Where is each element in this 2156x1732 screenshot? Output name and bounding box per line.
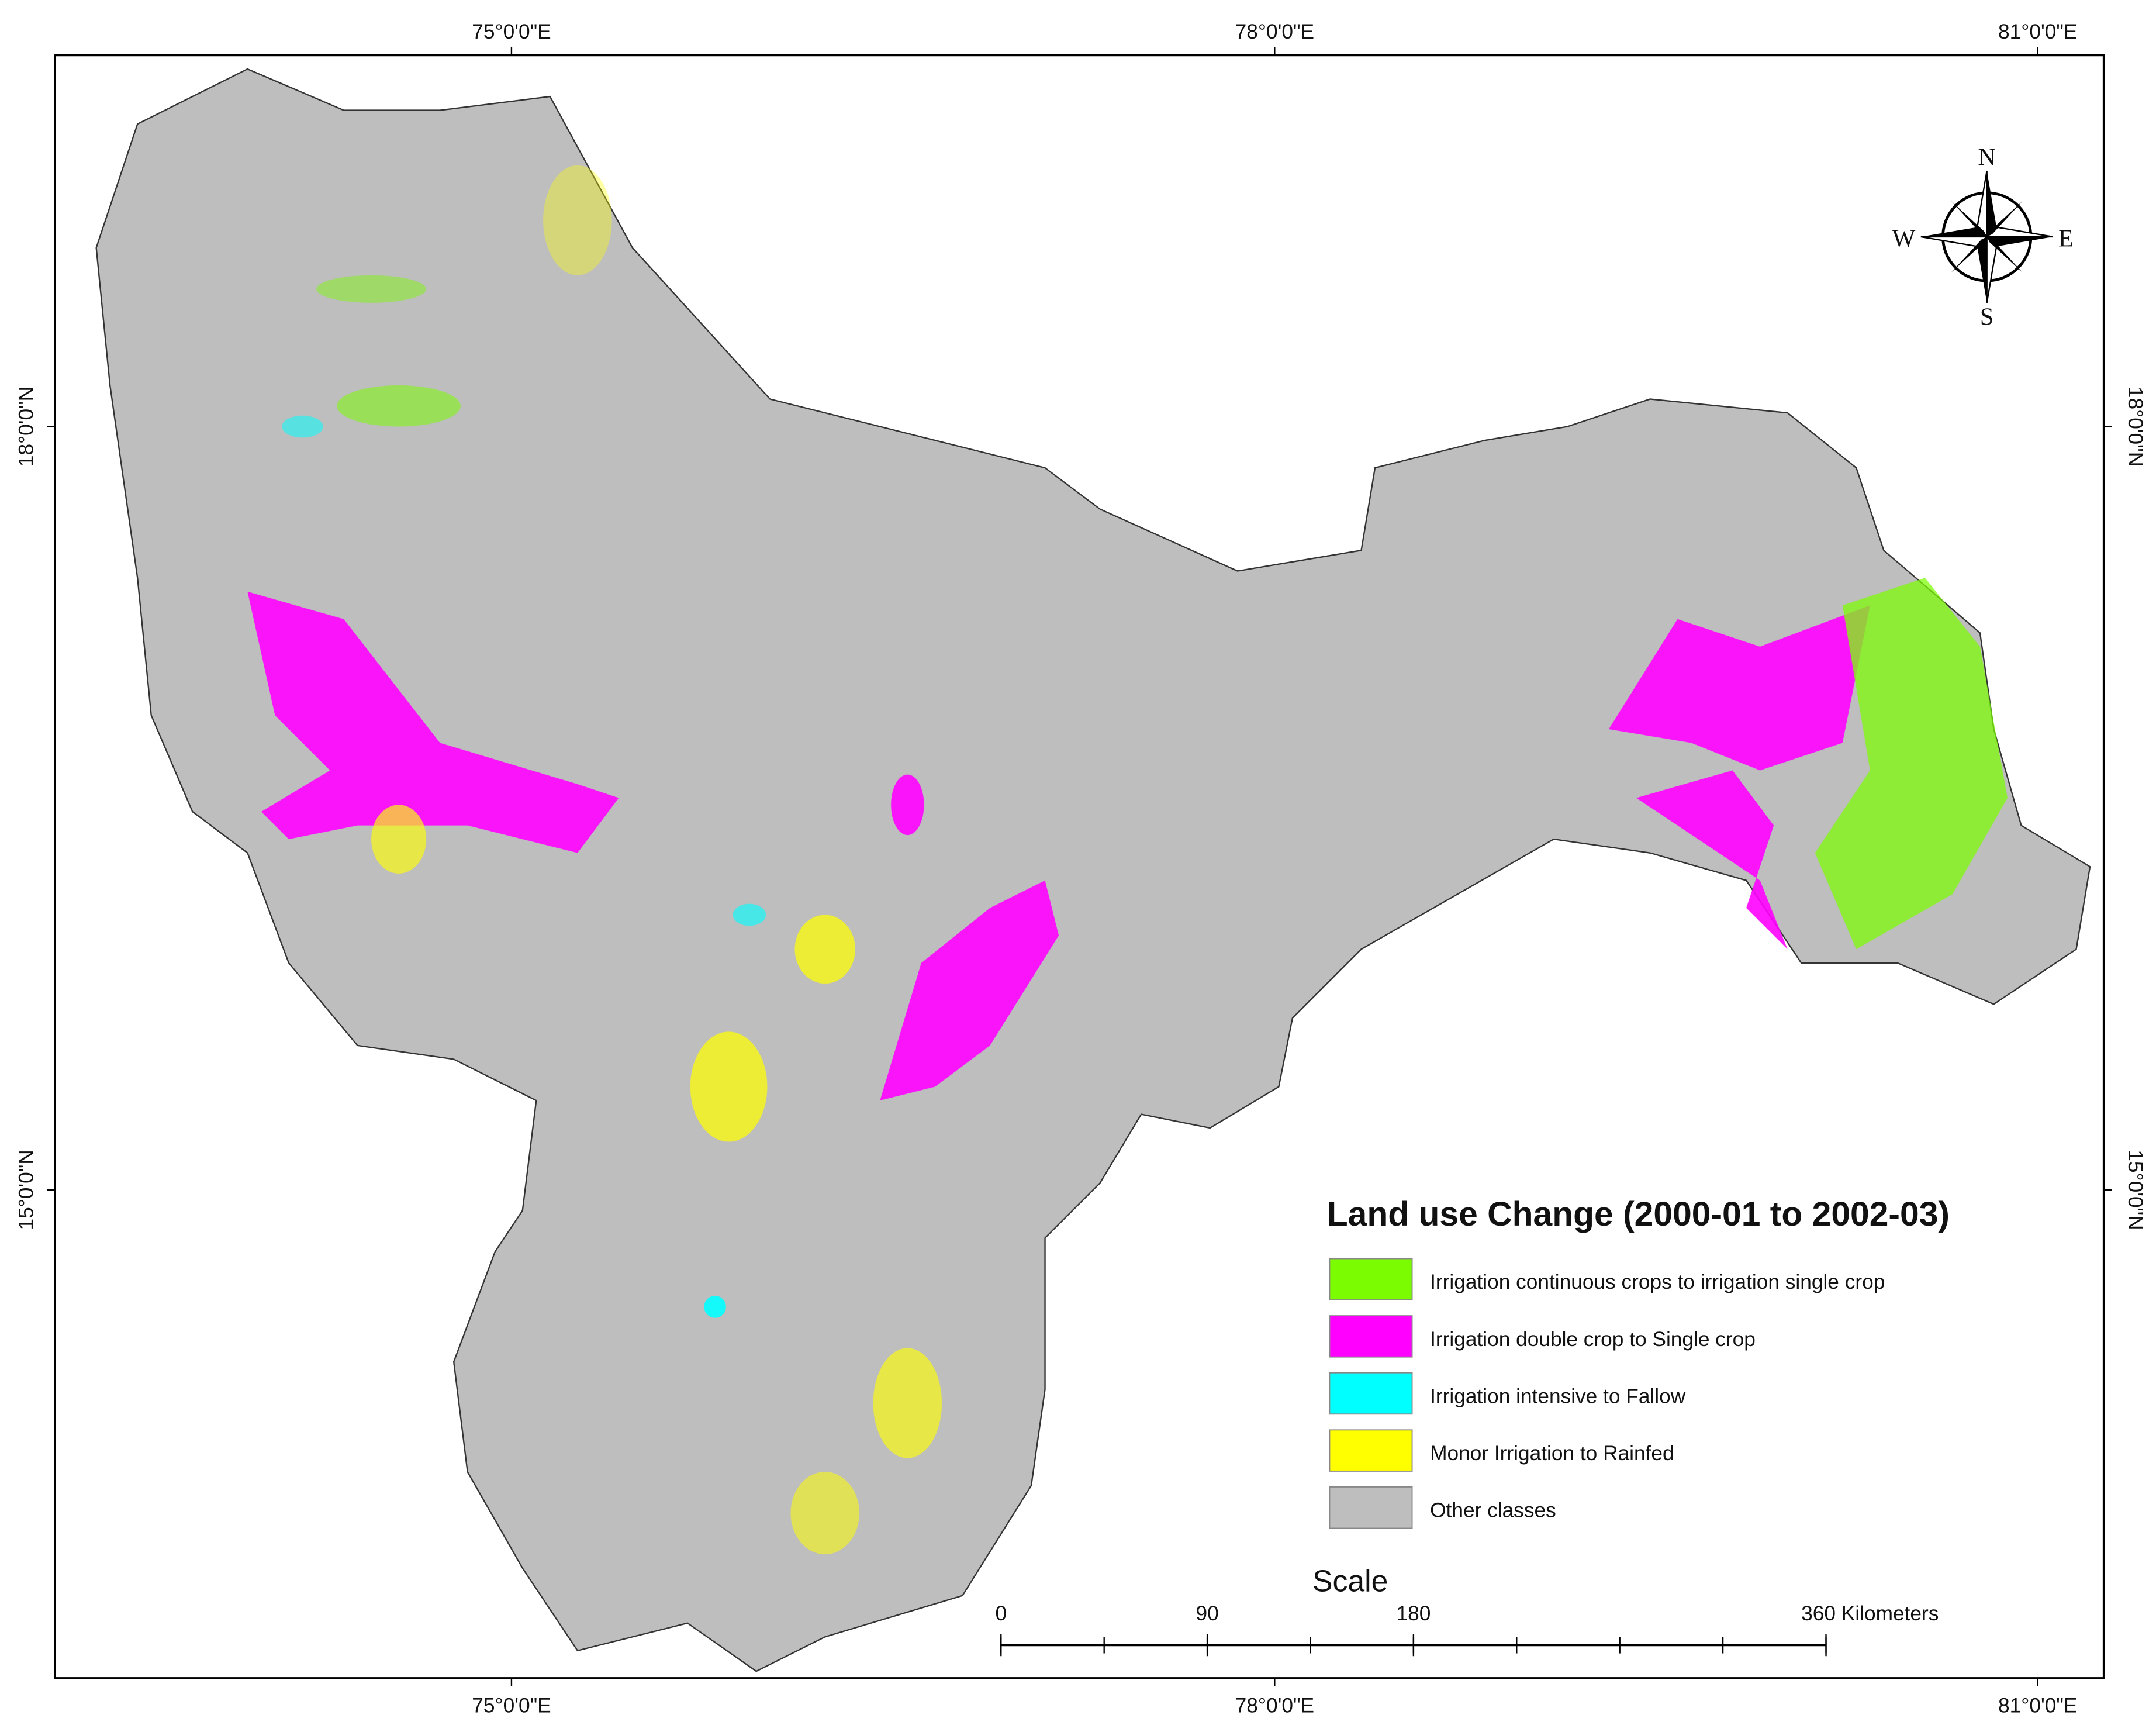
patch <box>704 1296 726 1318</box>
legend-swatch <box>1329 1372 1413 1415</box>
scale-label: 90 <box>1196 1602 1218 1625</box>
patch <box>891 774 924 836</box>
graticule: 75°0'0"E 75°0'0"E 78°0'0"E 78°0'0"E 81°0'0"E… <box>15 20 2147 1717</box>
legend-swatch <box>1329 1315 1413 1358</box>
patch <box>1815 578 2008 950</box>
patch <box>690 1031 768 1142</box>
compass-point <box>1920 227 1987 237</box>
legend-swatch <box>1329 1429 1413 1472</box>
compass-label: S <box>1980 303 1994 330</box>
patch <box>873 1348 942 1458</box>
legend-label: Irrigation intensive to Fallow <box>1430 1385 1686 1407</box>
patch <box>247 591 619 853</box>
longitude-label: 78°0'0"E <box>1235 20 1314 43</box>
compass-point <box>1986 236 2023 273</box>
latitude-label: 15°0'0"N <box>15 1150 37 1230</box>
scale-title: Scale <box>1312 1564 1388 1598</box>
longitude-label: 81°0'0"E <box>1998 1695 2077 1717</box>
scale-bar: Scale 0 90 180 360 Kilometers <box>995 1564 1939 1657</box>
scale-label: 180 <box>1396 1602 1431 1625</box>
north-arrow: N S E W <box>1892 144 2073 331</box>
legend-label: Irrigation double crop to Single crop <box>1430 1328 1756 1351</box>
scale-label: 0 <box>995 1602 1007 1625</box>
latitude-label: 18°0'0"N <box>2124 387 2147 467</box>
basin <box>95 68 2091 1672</box>
compass-label: N <box>1978 144 1996 171</box>
longitude-label: 75°0'0"E <box>472 20 551 43</box>
compass-point <box>1986 201 2023 237</box>
latitude-label: 15°0'0"N <box>2124 1150 2147 1230</box>
longitude-label: 81°0'0"E <box>1998 20 2077 43</box>
patch <box>790 1472 860 1555</box>
patch <box>880 880 1059 1101</box>
compass-label: E <box>2058 225 2074 252</box>
legend-title: Land use Change (2000-01 to 2002-03) <box>1327 1195 1950 1233</box>
compass-label: W <box>1892 225 1915 252</box>
patch <box>316 275 427 303</box>
patch <box>337 385 461 427</box>
compass-point <box>1951 236 1987 273</box>
longitude-label: 78°0'0"E <box>1235 1695 1314 1717</box>
patch <box>1636 770 1788 950</box>
compass-point <box>1977 236 1987 303</box>
legend-label: Other classes <box>1430 1499 1556 1522</box>
basin-outline <box>95 68 2091 1672</box>
patch <box>282 415 323 438</box>
patch <box>794 915 855 984</box>
patch <box>371 805 427 874</box>
legend-label: Monor Irrigation to Rainfed <box>1430 1442 1674 1465</box>
patch <box>1608 605 1870 771</box>
latitude-label: 18°0'0"N <box>15 387 37 467</box>
legend: Irrigation continuous crops to irrigatio… <box>1329 1258 1885 1529</box>
map-frame <box>54 54 2105 1679</box>
patch <box>543 165 612 275</box>
compass-point <box>1951 201 1987 237</box>
change-patches <box>247 165 2008 1555</box>
compass-point <box>1986 236 2053 247</box>
legend-swatch <box>1329 1258 1413 1301</box>
legend-label: Irrigation continuous crops to irrigatio… <box>1430 1271 1885 1293</box>
legend-swatch <box>1329 1486 1413 1529</box>
compass-point <box>1986 171 1997 237</box>
longitude-label: 75°0'0"E <box>472 1695 551 1717</box>
scale-label: 360 Kilometers <box>1801 1602 1939 1625</box>
patch <box>733 903 766 926</box>
